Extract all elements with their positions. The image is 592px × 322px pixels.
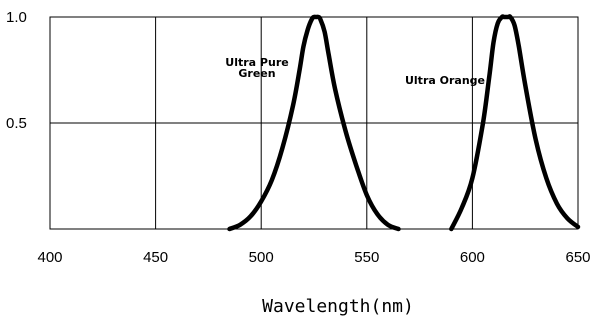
curve-ultra-pure-green <box>227 14 401 232</box>
x-tick-label-650: 650 <box>565 249 590 266</box>
x-tick-label-600: 600 <box>460 249 485 266</box>
curve-ultra-orange <box>449 14 581 232</box>
series-label-ultra-pure-green-0: Ultra Pure <box>225 56 288 69</box>
grid <box>49 16 579 230</box>
x-tick-label-500: 500 <box>249 249 274 266</box>
y-tick-label-0-5: 0.5 <box>6 115 27 132</box>
curves <box>227 14 581 232</box>
x-axis-title: Wavelength(nm) <box>262 296 414 317</box>
x-tick-label-400: 400 <box>37 249 62 266</box>
y-tick-label-1: 1.0 <box>6 9 27 26</box>
series-label-ultra-orange-0: Ultra Orange <box>405 74 485 87</box>
x-tick-label-550: 550 <box>354 249 379 266</box>
series-label-ultra-pure-green-1: Green <box>238 67 275 80</box>
x-tick-label-450: 450 <box>143 249 168 266</box>
